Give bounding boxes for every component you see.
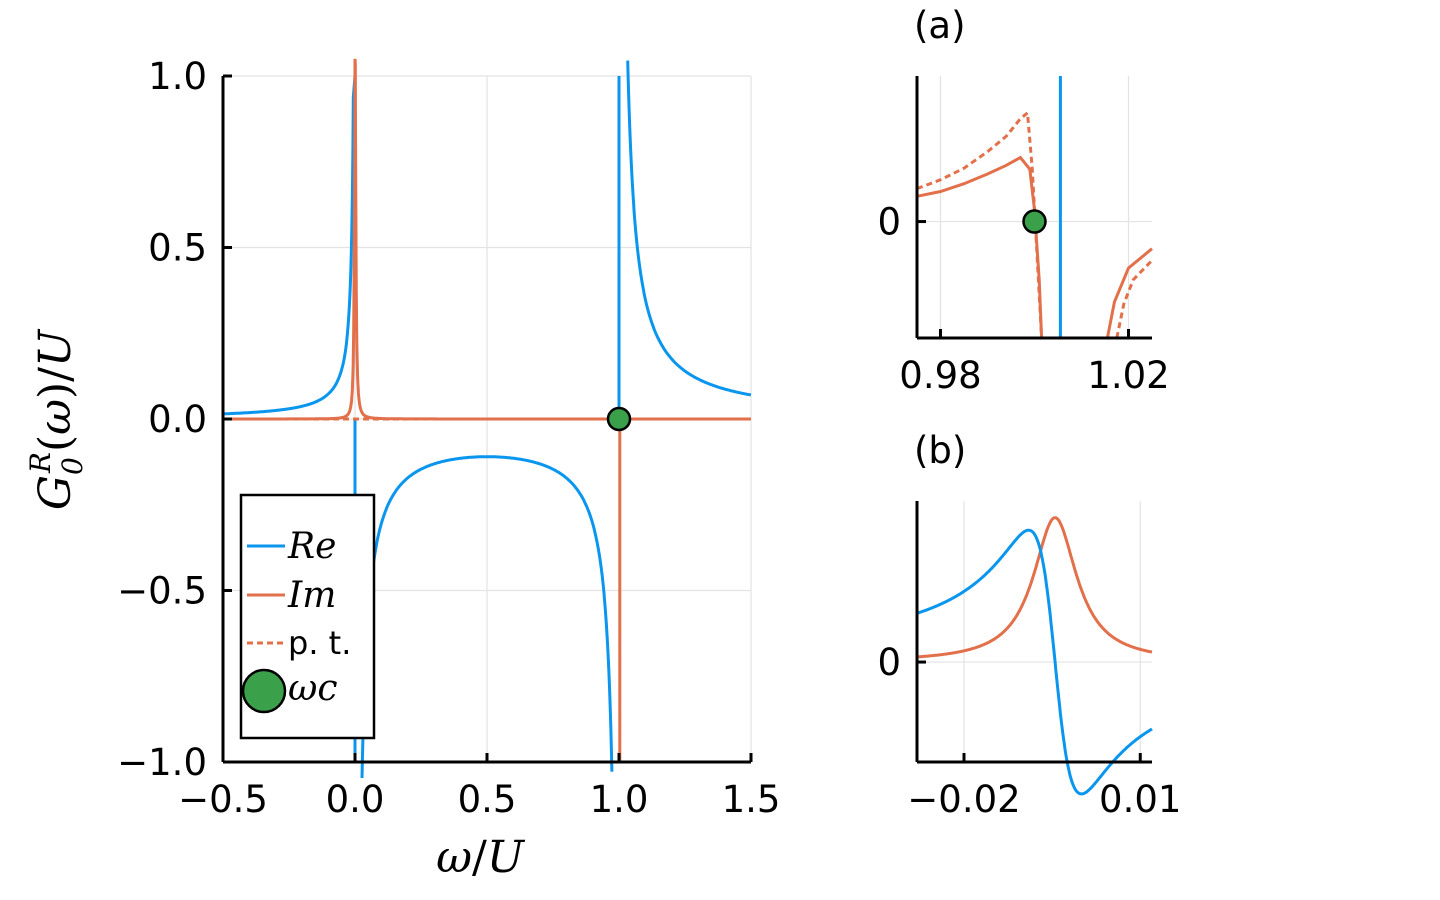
inset-a-label: (a) xyxy=(914,4,966,47)
main-omega-c-marker xyxy=(606,406,632,432)
main-x-tick-label: 1.0 xyxy=(590,778,649,821)
main-x-tick-label: −0.5 xyxy=(178,778,268,821)
main-re-series-seg3 xyxy=(617,60,752,419)
inset-a-y-tick-label: 0 xyxy=(877,201,901,244)
main-series xyxy=(223,58,752,779)
inset-a-pt-series-4 xyxy=(1115,259,1154,339)
legend-im-label: Im xyxy=(287,575,336,616)
inset-b-grid xyxy=(917,501,1152,762)
main-y-tick-label: −0.5 xyxy=(117,570,207,613)
main-ticks: −0.5 0.0 0.5 1.0 1.5−1.0−0.50.00.51.0 xyxy=(117,55,780,821)
inset-b-x-tick-label: 0.01 xyxy=(1099,778,1181,821)
inset-a-axes xyxy=(915,76,1152,340)
inset-a-x-tick-label: 1.02 xyxy=(1087,354,1169,397)
inset-a-plot: (a) 0.98 1.02 0 xyxy=(877,4,1169,397)
main-x-tick-label: 0.0 xyxy=(326,778,385,821)
y-axis-label: G0R(ω)/U xyxy=(24,328,89,510)
legend-marker-swatch xyxy=(241,668,287,714)
inset-b-x-tick-label: −0.02 xyxy=(907,778,1020,821)
inset-b-y-tick-label: 0 xyxy=(877,641,901,684)
inset-a-series xyxy=(916,76,1154,339)
inset-a-omega-c-marker xyxy=(1022,209,1047,234)
main-y-tick-label: 1.0 xyxy=(148,55,207,98)
inset-a-ticks: 0.98 1.02 0 xyxy=(877,201,1169,397)
main-plot: −0.5 0.0 0.5 1.0 1.5−1.0−0.50.00.51.0 ω/U G0… xyxy=(24,55,780,883)
inset-b-plot: (b) −0.02 0.01 0 xyxy=(877,429,1181,821)
inset-b-im-series xyxy=(917,516,1153,659)
inset-a-im-series-2 xyxy=(1105,247,1153,339)
x-axis-label: ω/U xyxy=(436,832,526,883)
inset-a-im-series-1 xyxy=(916,155,1044,339)
legend-re-label: Re xyxy=(287,526,336,567)
inset-b-series xyxy=(916,516,1153,796)
legend-marker-label: ωc xyxy=(288,668,338,709)
inset-b-ticks: −0.02 0.01 0 xyxy=(877,641,1181,821)
main-re-series-seg2 xyxy=(360,455,614,779)
main-y-tick-label: 0.0 xyxy=(148,398,207,441)
inset-a-x-tick-label: 0.98 xyxy=(899,354,981,397)
main-x-tick-label: 1.5 xyxy=(722,778,781,821)
main-y-tick-label: 0.5 xyxy=(148,227,207,270)
main-y-tick-label: −1.0 xyxy=(117,741,207,784)
legend: Re Im p. t. ωc xyxy=(239,493,376,740)
svg-text:ω/U: ω/U xyxy=(436,832,526,883)
inset-b-label: (b) xyxy=(914,429,966,472)
main-x-tick-label: 0.5 xyxy=(458,778,517,821)
svg-text:G0R(ω)/U: G0R(ω)/U xyxy=(24,328,89,510)
legend-pt-label: p. t. xyxy=(288,624,351,662)
inset-b-axes xyxy=(915,501,1152,764)
